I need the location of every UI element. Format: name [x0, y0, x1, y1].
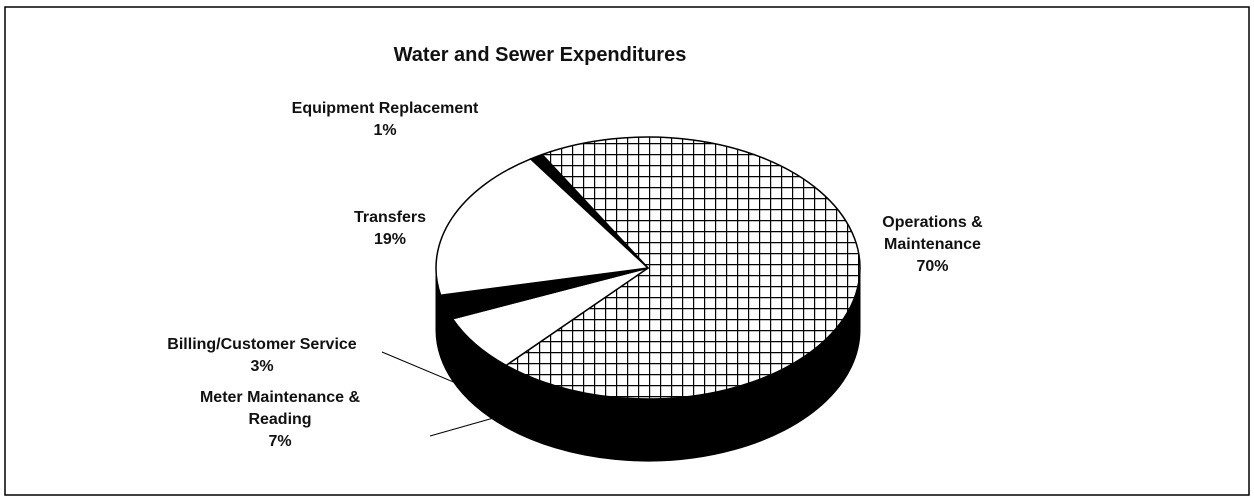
leader-line [429, 416, 498, 437]
value-label: 7% [268, 433, 292, 450]
value-label: 3% [250, 358, 274, 375]
value-label: 19% [373, 231, 407, 248]
pie-slice [529, 153, 649, 269]
chart-title: Water and Sewer Expenditures [393, 44, 687, 66]
pie-slice [504, 136, 861, 400]
data-label: Billing/Customer Service 3% [132, 334, 392, 378]
category-label: Operations & Maintenance [882, 214, 983, 253]
category-label: Equipment Replacement [291, 100, 479, 117]
data-label: Transfers 19% [310, 207, 470, 251]
category-label: Meter Maintenance & Reading [199, 389, 361, 428]
pie-slice [435, 158, 650, 297]
pie [435, 136, 861, 462]
frame [4, 6, 1250, 496]
category-label: Billing/Customer Service [167, 336, 357, 353]
data-label: Operations & Maintenance 70% [860, 212, 1005, 278]
category-label: Transfers [353, 209, 427, 226]
data-label: Meter Maintenance & Reading 7% [185, 387, 375, 453]
value-label: 1% [373, 122, 397, 139]
data-label: Equipment Replacement 1% [255, 98, 515, 142]
value-label: 70% [916, 258, 949, 275]
leader-line [381, 351, 464, 387]
